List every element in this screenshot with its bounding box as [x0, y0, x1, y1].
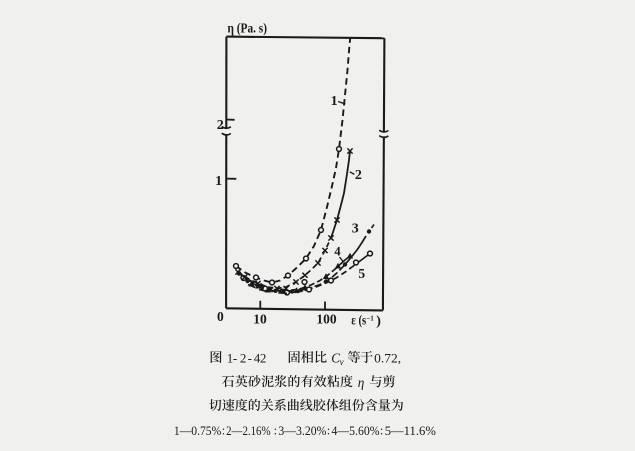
svg-text:10: 10	[253, 311, 267, 326]
svg-text:4—5.60%: 4—5.60%	[332, 423, 380, 438]
svg-text:2—2.16%: 2—2.16%	[226, 423, 271, 438]
svg-text:1-2-42: 1-2-42	[227, 350, 267, 365]
svg-text:η: η	[358, 375, 365, 390]
svg-text:5: 5	[358, 266, 365, 281]
svg-text:1: 1	[215, 174, 222, 189]
svg-text::: :	[380, 423, 383, 437]
svg-text:0.72,: 0.72,	[374, 350, 401, 365]
svg-text:C: C	[331, 350, 340, 365]
svg-text:0: 0	[217, 309, 224, 324]
svg-text:): )	[376, 314, 381, 329]
svg-text:η (Pa. s): η (Pa. s)	[228, 21, 268, 36]
svg-text:ε (s: ε (s	[351, 313, 366, 328]
svg-text:−1: −1	[367, 315, 375, 323]
svg-text::: :	[327, 423, 330, 437]
svg-text:2: 2	[355, 168, 362, 183]
svg-text:3: 3	[352, 222, 359, 237]
svg-text:4: 4	[334, 245, 341, 259]
svg-text::: :	[222, 423, 225, 437]
svg-text:5—11.6%: 5—11.6%	[385, 423, 436, 438]
svg-text:2: 2	[217, 118, 224, 133]
svg-text:1—0.75%: 1—0.75%	[174, 423, 222, 438]
svg-text:v: v	[340, 357, 344, 367]
svg-text:100: 100	[316, 311, 337, 326]
svg-text::: :	[274, 423, 277, 437]
svg-text:3—3.20%: 3—3.20%	[278, 423, 326, 438]
svg-text:1: 1	[331, 94, 338, 109]
